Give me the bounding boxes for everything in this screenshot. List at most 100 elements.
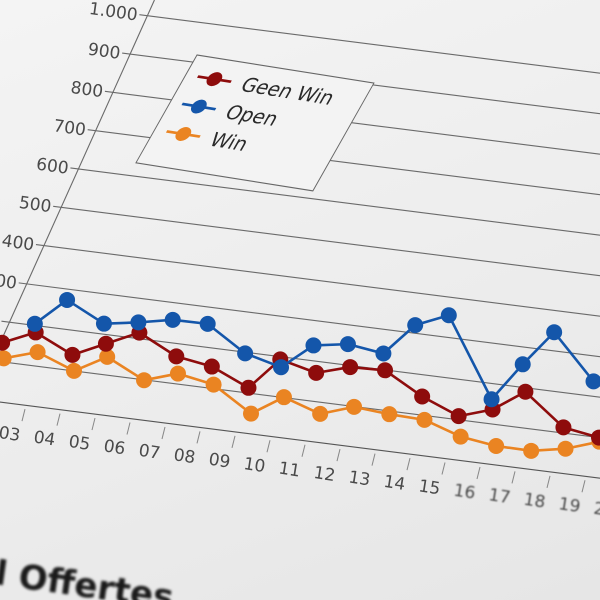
data-point: [0, 350, 12, 367]
x-tick-label: 08: [172, 445, 197, 468]
x-tick: [21, 409, 26, 422]
gridline: [35, 244, 600, 317]
y-tick-label: 1.000: [88, 0, 139, 26]
data-point: [523, 442, 540, 459]
gridline: [0, 360, 600, 439]
y-tick-label: 900: [87, 40, 122, 64]
x-tick: [126, 422, 131, 435]
series-group: [0, 291, 600, 459]
x-tick-label: 04: [32, 427, 57, 450]
data-point: [66, 362, 82, 379]
x-tick: [56, 413, 61, 426]
x-tick: [231, 435, 236, 448]
x-tick: [266, 440, 271, 453]
y-axis-line: [0, 0, 155, 345]
data-point: [555, 419, 572, 436]
data-point: [452, 428, 469, 445]
x-tick: [476, 466, 481, 480]
data-point: [136, 372, 153, 389]
data-point: [29, 344, 46, 361]
x-tick-label: 05: [67, 432, 92, 455]
data-point: [99, 348, 116, 365]
data-point: [26, 315, 43, 332]
y-tick-label: 800: [69, 78, 104, 102]
x-tick-label: 09: [207, 450, 232, 473]
data-point: [381, 406, 398, 423]
y-tick-label: 600: [35, 155, 70, 179]
footer-heading: l Offertes: [0, 553, 176, 600]
x-tick-label: 18: [522, 490, 547, 513]
gridlines: [0, 0, 600, 479]
data-point: [483, 391, 500, 408]
x-tick-label: 16: [452, 481, 477, 504]
data-point: [130, 314, 147, 331]
data-point: [305, 337, 322, 354]
data-point: [243, 405, 259, 422]
legend-marker-icon: [190, 99, 207, 114]
data-point: [97, 335, 114, 352]
gridline: [139, 14, 600, 74]
gridline: [18, 282, 600, 358]
data-point: [546, 324, 563, 341]
data-point: [342, 359, 359, 376]
data-point: [308, 364, 325, 381]
x-tick-label: 14: [382, 472, 407, 495]
x-tick: [196, 431, 201, 444]
x-tick: [581, 480, 586, 493]
x-tick: [301, 444, 306, 457]
data-point: [339, 336, 356, 353]
data-point: [416, 411, 433, 428]
x-tick-label: 20: [592, 498, 600, 521]
data-point: [346, 398, 363, 415]
gridline: [53, 205, 600, 277]
legend-marker-icon: [206, 72, 223, 87]
y-tick-label: 700: [52, 116, 87, 140]
data-point: [414, 388, 431, 405]
x-tick-label: 19: [557, 494, 582, 517]
data-point: [168, 348, 185, 365]
y-tick-label: 400: [0, 231, 35, 255]
x-tick-label: 11: [277, 458, 302, 481]
y-tick-label: 500: [18, 193, 53, 217]
x-tick-label: 03: [0, 423, 22, 446]
data-point: [517, 383, 534, 400]
data-point: [488, 437, 505, 454]
data-point: [275, 389, 292, 406]
y-tick-label: 300: [0, 269, 18, 293]
series-line: [1, 331, 600, 439]
series-geen-win: [0, 324, 600, 446]
x-tick: [546, 475, 551, 488]
data-point: [273, 359, 290, 376]
legend-box: [135, 54, 375, 192]
data-point: [164, 311, 181, 328]
y-axis-tick-labels: 01002003004005006007008009001.000: [0, 0, 139, 332]
data-point: [240, 379, 257, 396]
x-axis: 03 04 05 06 07 08 09 10 11 12 13 14 15 16 17 18 19 20: [0, 409, 600, 522]
data-point: [407, 317, 424, 334]
data-point: [585, 373, 600, 390]
x-tick: [161, 426, 166, 440]
x-tick-label: 06: [102, 436, 127, 459]
series-open: [26, 291, 600, 408]
x-tick: [406, 457, 411, 471]
data-point: [169, 365, 186, 382]
x-tick: [511, 471, 516, 484]
x-tick-label: 15: [417, 476, 442, 499]
data-point: [0, 334, 11, 351]
x-tick: [91, 417, 96, 431]
x-tick-label: 07: [137, 441, 162, 464]
x-tick-label: 10: [242, 454, 267, 477]
data-point: [591, 429, 600, 446]
data-point: [514, 356, 531, 373]
data-point: [95, 315, 112, 332]
data-point: [237, 345, 254, 362]
data-point: [450, 408, 467, 425]
gridline: [70, 167, 600, 236]
x-tick-label: 17: [487, 485, 512, 508]
y-tick-label: 200: [0, 308, 1, 332]
data-point: [377, 362, 394, 379]
data-point: [312, 405, 329, 422]
